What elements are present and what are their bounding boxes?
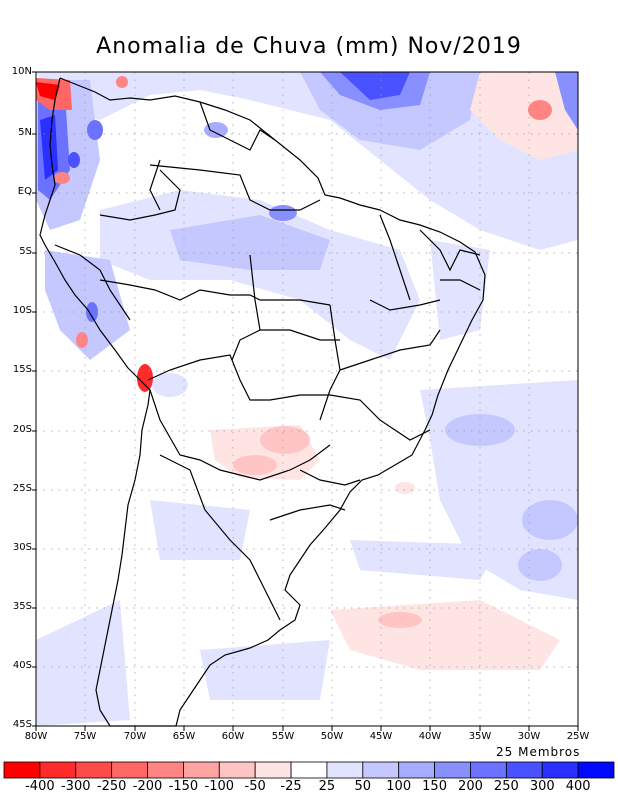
lon-label: 65W	[172, 731, 196, 742]
colorbar-swatch	[3, 761, 41, 779]
colorbar-swatch	[434, 761, 471, 779]
colorbar-swatch	[505, 761, 543, 779]
lon-label: 75W	[73, 731, 97, 742]
lat-label: 10S	[12, 305, 32, 316]
lat-label: 10N	[11, 66, 32, 77]
colorbar-swatch	[147, 761, 184, 779]
colorbar-label: 50	[354, 779, 372, 794]
colorbar-swatch	[254, 761, 292, 779]
lat-label: 30S	[12, 542, 32, 553]
map-title: Anomalia de Chuva (mm) Nov/2019	[96, 34, 522, 59]
colorbar-swatch	[75, 761, 113, 779]
colorbar-swatch	[111, 761, 148, 779]
colorbar-label: 100	[386, 779, 412, 794]
colorbar-label: -150	[168, 779, 199, 794]
colorbar-label: -250	[96, 779, 127, 794]
colorbar-label: -25	[280, 779, 302, 794]
colorbar-label: -200	[132, 779, 163, 794]
axis-ticks	[32, 71, 579, 731]
lat-label: 15S	[12, 364, 32, 375]
colorbar-swatch	[470, 761, 507, 779]
south-america-coastline	[39, 77, 486, 727]
colorbar-swatch	[290, 761, 328, 779]
colorbar-label: 250	[493, 779, 519, 794]
lat-label: 5S	[19, 246, 32, 257]
colorbar-label: -400	[25, 779, 55, 794]
lat-label: 45S	[12, 719, 32, 730]
colorbar-label: 300	[529, 779, 555, 794]
lon-label: 50W	[320, 731, 344, 742]
colorbar-label: -100	[204, 779, 235, 794]
colorbar-label: 25	[318, 779, 336, 794]
lon-label: 35W	[468, 731, 492, 742]
lon-label: 45W	[369, 731, 393, 742]
lon-label: 70W	[123, 731, 147, 742]
colorbar	[3, 761, 615, 779]
colorbar-swatch	[362, 761, 400, 779]
colorbar-swatch	[577, 761, 615, 779]
colorbar-label: -50	[244, 779, 266, 794]
lat-label: 35S	[12, 601, 32, 612]
colorbar-label: 400	[565, 779, 591, 794]
lat-label: 20S	[12, 424, 32, 435]
colorbar-label: -300	[60, 779, 91, 794]
lon-label: 55W	[271, 731, 295, 742]
colorbar-swatch	[541, 761, 579, 779]
colorbar-label: 200	[458, 779, 483, 794]
colorbar-swatch	[218, 761, 256, 779]
lon-label: 40W	[418, 731, 442, 742]
lon-label: 30W	[517, 731, 541, 742]
lon-label: 25W	[566, 731, 590, 742]
lat-label: 40S	[12, 660, 32, 671]
lon-label: 80W	[24, 731, 48, 742]
colorbar-swatch	[398, 761, 435, 779]
anomaly-field	[36, 72, 578, 726]
colorbar-swatch	[326, 761, 364, 779]
country-borders	[39, 77, 486, 727]
colorbar-label: 150	[422, 779, 447, 794]
lat-label: EQ	[17, 186, 32, 197]
members-note: 25 Membros	[496, 745, 581, 759]
lat-label: 25S	[12, 483, 32, 494]
lat-label: 5N	[18, 127, 32, 138]
map-frame	[35, 71, 579, 727]
colorbar-swatch	[183, 761, 220, 779]
lon-label: 60W	[221, 731, 245, 742]
colorbar-swatch	[39, 761, 77, 779]
